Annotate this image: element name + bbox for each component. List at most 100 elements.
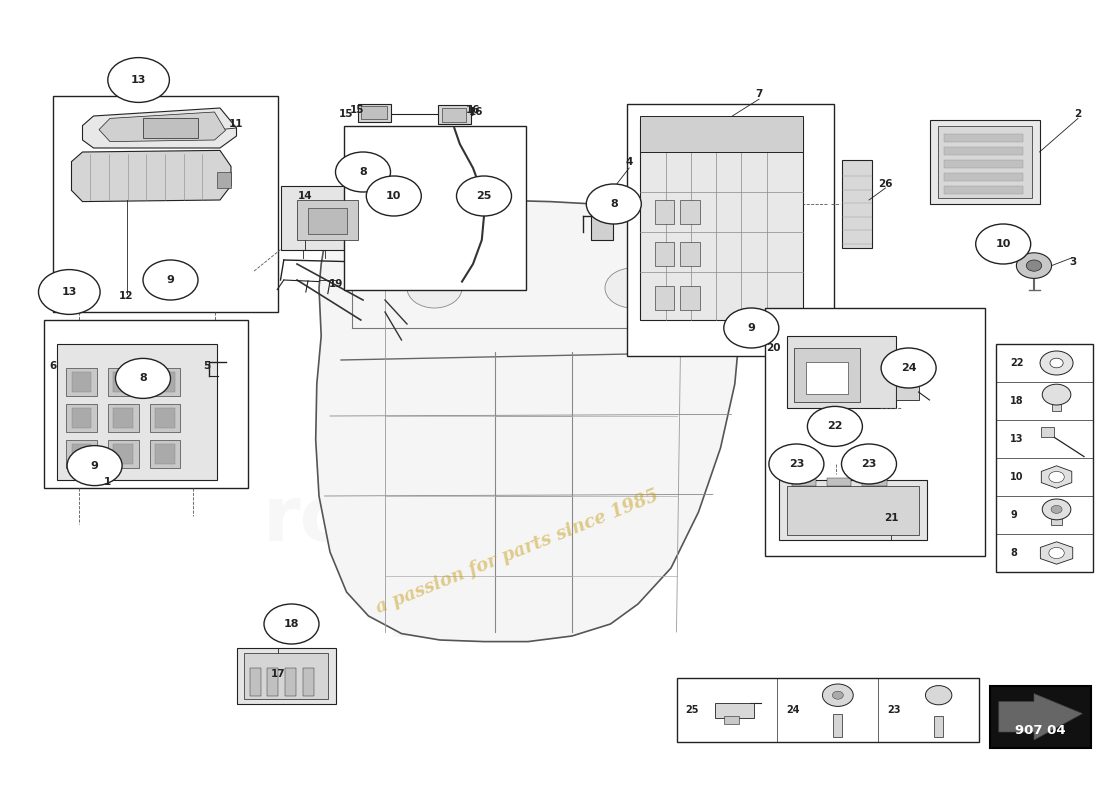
Text: 13: 13: [131, 75, 146, 85]
FancyBboxPatch shape: [654, 242, 674, 266]
FancyBboxPatch shape: [944, 147, 1023, 155]
Text: 8: 8: [1010, 548, 1018, 558]
Text: 19: 19: [328, 279, 343, 289]
Text: 4: 4: [626, 158, 632, 167]
Circle shape: [881, 348, 936, 388]
FancyBboxPatch shape: [591, 196, 613, 240]
FancyBboxPatch shape: [934, 716, 943, 737]
Circle shape: [586, 184, 641, 224]
FancyBboxPatch shape: [640, 116, 803, 152]
FancyBboxPatch shape: [1053, 394, 1060, 410]
FancyBboxPatch shape: [930, 120, 1040, 204]
Text: 8: 8: [609, 199, 618, 209]
Text: ro: ro: [263, 483, 353, 557]
FancyBboxPatch shape: [72, 408, 91, 428]
FancyBboxPatch shape: [108, 368, 139, 396]
Text: 25: 25: [685, 705, 698, 714]
Polygon shape: [72, 150, 231, 202]
FancyBboxPatch shape: [724, 716, 739, 724]
FancyBboxPatch shape: [53, 96, 278, 312]
FancyBboxPatch shape: [680, 200, 700, 224]
Text: 10: 10: [1010, 472, 1024, 482]
Circle shape: [842, 444, 896, 484]
Circle shape: [407, 268, 462, 308]
Circle shape: [807, 406, 862, 446]
Circle shape: [366, 176, 421, 216]
FancyBboxPatch shape: [792, 478, 816, 486]
Text: 26: 26: [878, 179, 893, 189]
Text: 10: 10: [996, 239, 1011, 249]
Text: 18: 18: [1010, 396, 1024, 406]
Circle shape: [1043, 499, 1070, 520]
Polygon shape: [1042, 466, 1071, 488]
Text: 22: 22: [827, 422, 843, 431]
Text: 12: 12: [119, 291, 134, 301]
Text: 9: 9: [1010, 510, 1018, 520]
Text: 23: 23: [861, 459, 877, 469]
Text: 9: 9: [90, 461, 99, 470]
FancyBboxPatch shape: [764, 308, 985, 556]
Text: 9: 9: [747, 323, 756, 333]
FancyBboxPatch shape: [155, 408, 175, 428]
FancyBboxPatch shape: [640, 120, 803, 320]
FancyBboxPatch shape: [72, 444, 91, 464]
FancyBboxPatch shape: [150, 404, 180, 432]
FancyBboxPatch shape: [236, 648, 336, 704]
FancyBboxPatch shape: [344, 126, 526, 290]
Text: 17: 17: [271, 669, 286, 678]
FancyBboxPatch shape: [302, 668, 313, 696]
FancyBboxPatch shape: [297, 200, 358, 240]
Circle shape: [1048, 471, 1065, 482]
Circle shape: [1048, 547, 1065, 558]
Circle shape: [1041, 351, 1074, 375]
FancyBboxPatch shape: [680, 286, 700, 310]
Text: 907 04: 907 04: [1015, 724, 1066, 737]
Circle shape: [336, 152, 390, 192]
FancyBboxPatch shape: [944, 134, 1023, 142]
FancyBboxPatch shape: [44, 320, 248, 488]
Circle shape: [67, 446, 122, 486]
Circle shape: [456, 176, 512, 216]
Circle shape: [1050, 506, 1062, 514]
Text: 16: 16: [469, 107, 484, 117]
Text: 11: 11: [229, 119, 244, 129]
Text: 1: 1: [104, 478, 111, 487]
Circle shape: [143, 260, 198, 300]
FancyBboxPatch shape: [990, 686, 1091, 748]
Circle shape: [108, 58, 169, 102]
Polygon shape: [1041, 542, 1072, 564]
FancyBboxPatch shape: [438, 105, 471, 124]
Circle shape: [925, 686, 952, 705]
Text: 25: 25: [476, 191, 492, 201]
Polygon shape: [999, 694, 1082, 740]
FancyBboxPatch shape: [842, 160, 872, 248]
Text: 13: 13: [62, 287, 77, 297]
Text: 14: 14: [297, 191, 312, 201]
Text: 24: 24: [786, 705, 800, 714]
Text: 7: 7: [756, 90, 762, 99]
Text: 18: 18: [284, 619, 299, 629]
FancyBboxPatch shape: [361, 106, 387, 119]
Text: eu: eu: [96, 391, 234, 489]
Circle shape: [1026, 260, 1042, 271]
Polygon shape: [99, 112, 226, 142]
FancyBboxPatch shape: [654, 200, 674, 224]
FancyBboxPatch shape: [280, 186, 380, 250]
Circle shape: [833, 691, 844, 699]
Text: 8: 8: [139, 374, 147, 383]
Text: 21: 21: [883, 514, 899, 523]
Circle shape: [116, 358, 170, 398]
FancyBboxPatch shape: [680, 242, 700, 266]
Circle shape: [724, 308, 779, 348]
FancyBboxPatch shape: [66, 368, 97, 396]
FancyBboxPatch shape: [285, 668, 296, 696]
FancyBboxPatch shape: [944, 186, 1023, 194]
FancyBboxPatch shape: [155, 372, 175, 392]
FancyBboxPatch shape: [997, 344, 1092, 572]
FancyBboxPatch shape: [72, 372, 91, 392]
Circle shape: [264, 604, 319, 644]
Text: 6: 6: [50, 361, 56, 370]
FancyBboxPatch shape: [944, 160, 1023, 168]
Text: 23: 23: [789, 459, 804, 469]
Text: 15: 15: [339, 109, 354, 118]
